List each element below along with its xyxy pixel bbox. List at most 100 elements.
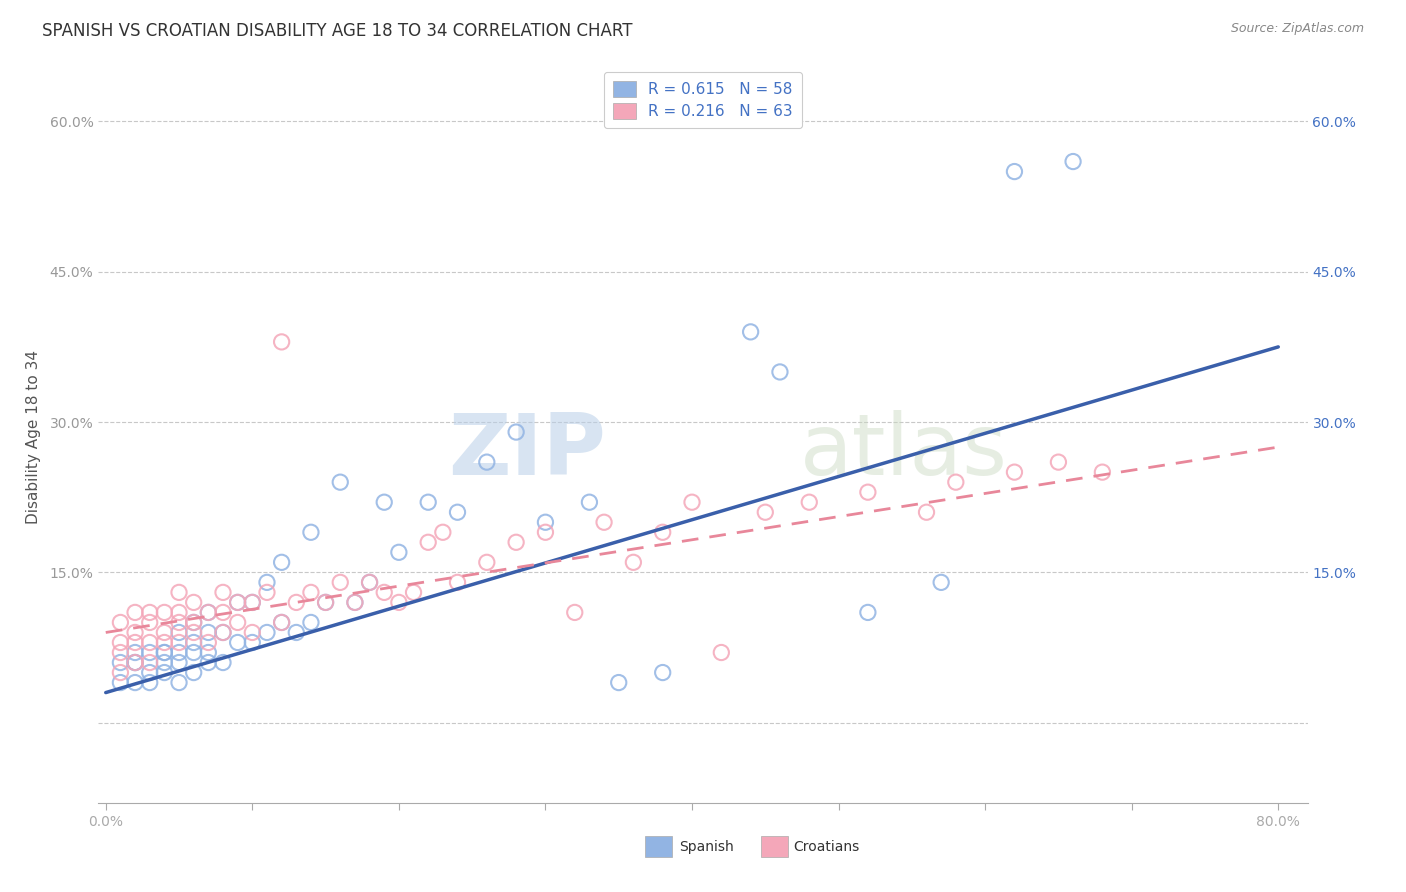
Point: [124, 656, 146, 670]
Point: [138, 615, 160, 630]
Point: [256, 585, 278, 599]
Point: [270, 334, 292, 349]
Point: [315, 595, 337, 609]
Point: [329, 475, 352, 490]
Point: [578, 495, 600, 509]
Point: [124, 656, 146, 670]
Point: [710, 646, 733, 660]
Y-axis label: Disability Age 18 to 34: Disability Age 18 to 34: [27, 350, 41, 524]
Point: [167, 615, 190, 630]
Point: [138, 646, 160, 660]
Point: [1004, 164, 1026, 178]
Point: [138, 675, 160, 690]
Point: [183, 595, 205, 609]
Point: [124, 656, 146, 670]
Point: [343, 595, 366, 609]
Point: [226, 615, 249, 630]
Point: [505, 535, 527, 549]
Text: atlas: atlas: [800, 410, 1008, 493]
Point: [1062, 154, 1084, 169]
Text: Spanish: Spanish: [679, 839, 734, 854]
Point: [167, 646, 190, 660]
Point: [681, 495, 703, 509]
Point: [240, 595, 263, 609]
Point: [285, 625, 308, 640]
Point: [315, 595, 337, 609]
Point: [110, 656, 132, 670]
Text: Croatians: Croatians: [793, 839, 860, 854]
Point: [299, 525, 322, 540]
Point: [110, 635, 132, 649]
Point: [593, 515, 616, 529]
Point: [124, 635, 146, 649]
Point: [183, 625, 205, 640]
Bar: [761, 837, 787, 857]
Point: [475, 555, 498, 569]
Point: [418, 495, 440, 509]
Point: [167, 675, 190, 690]
Point: [212, 625, 235, 640]
Point: [388, 595, 411, 609]
Point: [856, 606, 879, 620]
Point: [167, 606, 190, 620]
Point: [124, 646, 146, 660]
Point: [240, 635, 263, 649]
Point: [212, 625, 235, 640]
Point: [110, 615, 132, 630]
Point: [373, 495, 395, 509]
Point: [153, 625, 176, 640]
Point: [183, 665, 205, 680]
Point: [432, 525, 454, 540]
Point: [359, 575, 381, 590]
Point: [564, 606, 586, 620]
Point: [183, 635, 205, 649]
Point: [299, 585, 322, 599]
Point: [270, 615, 292, 630]
Point: [621, 555, 644, 569]
Point: [138, 665, 160, 680]
Point: [167, 635, 190, 649]
Point: [212, 606, 235, 620]
Point: [740, 325, 762, 339]
Point: [153, 635, 176, 649]
Point: [167, 656, 190, 670]
Point: [388, 545, 411, 559]
Point: [197, 625, 219, 640]
Point: [197, 606, 219, 620]
Point: [226, 595, 249, 609]
Point: [475, 455, 498, 469]
Point: [138, 606, 160, 620]
Point: [651, 665, 673, 680]
Point: [1004, 465, 1026, 479]
Point: [256, 625, 278, 640]
Point: [226, 635, 249, 649]
Point: [945, 475, 967, 490]
Point: [110, 665, 132, 680]
Point: [929, 575, 952, 590]
Point: [226, 595, 249, 609]
Point: [153, 656, 176, 670]
Point: [240, 625, 263, 640]
Point: [299, 615, 322, 630]
Point: [1091, 465, 1114, 479]
Point: [402, 585, 425, 599]
Point: [769, 365, 792, 379]
Point: [153, 665, 176, 680]
Point: [183, 646, 205, 660]
Point: [607, 675, 630, 690]
Point: [167, 625, 190, 640]
Point: [343, 595, 366, 609]
Point: [197, 646, 219, 660]
Point: [153, 606, 176, 620]
Point: [183, 615, 205, 630]
Point: [446, 505, 468, 519]
Point: [212, 656, 235, 670]
Point: [270, 555, 292, 569]
Point: [329, 575, 352, 590]
Point: [651, 525, 673, 540]
Point: [446, 575, 468, 590]
Point: [124, 675, 146, 690]
Text: ZIP: ZIP: [449, 410, 606, 493]
Point: [534, 515, 557, 529]
Point: [138, 635, 160, 649]
